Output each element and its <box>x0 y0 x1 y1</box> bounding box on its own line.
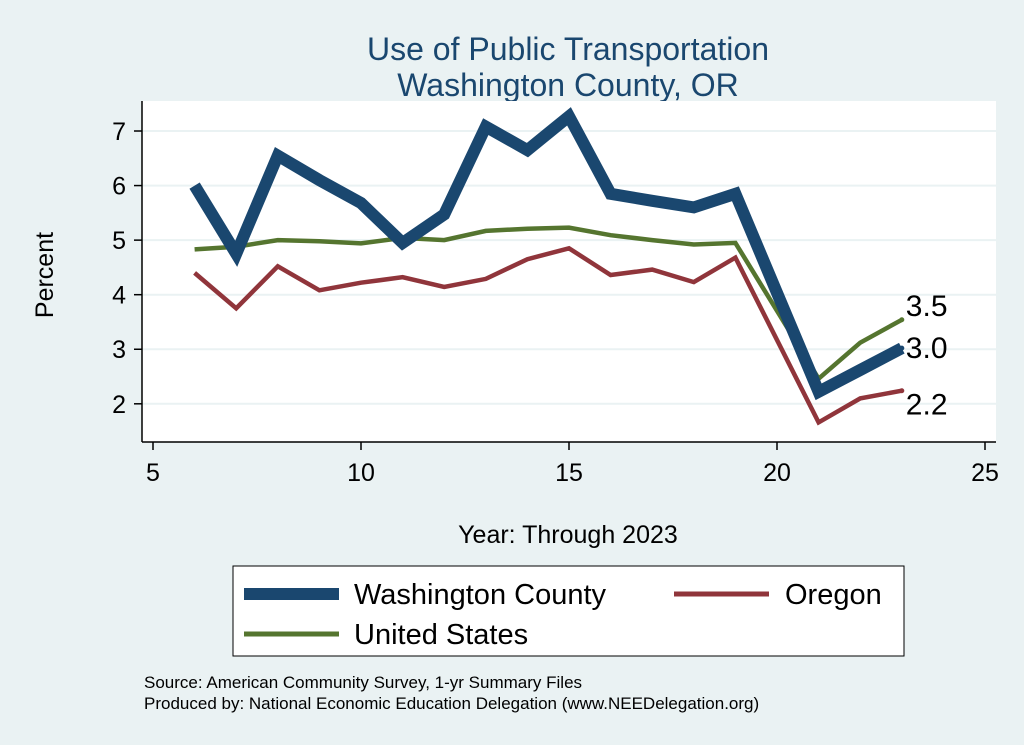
end-labels: 3.0 2.2 3.5 <box>906 290 948 422</box>
legend-label-oregon: Oregon <box>785 579 882 611</box>
y-tick-label: 7 <box>112 118 126 146</box>
y-tick-label: 6 <box>112 173 126 201</box>
end-label-washington-county: 3.0 <box>906 332 948 365</box>
series-end-marker-oregon <box>899 388 905 394</box>
y-tick-label: 5 <box>112 227 126 255</box>
x-tick-label: 15 <box>555 459 583 487</box>
series-line-oregon <box>193 245 903 426</box>
series-lines <box>189 107 905 426</box>
series-end-marker-washington-county <box>899 345 905 351</box>
series-end-marker-united-states <box>899 317 905 323</box>
x-tick-label: 25 <box>971 459 999 487</box>
source-note: Source: American Community Survey, 1-yr … <box>144 673 582 692</box>
y-tick-label: 3 <box>112 336 126 364</box>
x-tick-label: 10 <box>347 459 375 487</box>
end-label-united-states: 3.5 <box>906 290 948 323</box>
chart-subtitle: Washington County, OR <box>397 67 738 103</box>
x-axis-title: Year: Through 2023 <box>458 521 678 549</box>
series-line-washington-county <box>189 107 905 401</box>
chart-title: Use of Public Transportation <box>367 31 769 67</box>
legend-box <box>232 565 905 657</box>
produced-by-note: Produced by: National Economic Education… <box>144 694 759 713</box>
legend-label-washington-county: Washington County <box>354 579 607 611</box>
legend: Washington County Oregon United States <box>232 565 905 657</box>
y-tick-label: 2 <box>112 391 126 419</box>
y-tick-label: 4 <box>112 282 126 310</box>
legend-label-united-states: United States <box>354 619 528 651</box>
x-tick-label: 5 <box>146 459 160 487</box>
axes: 2 3 4 5 6 7 5 10 15 20 25 <box>112 101 999 487</box>
series-line-united-states <box>194 225 903 383</box>
y-axis-title: Percent <box>31 232 59 318</box>
end-label-oregon: 2.2 <box>906 389 948 422</box>
x-tick-label: 20 <box>763 459 791 487</box>
